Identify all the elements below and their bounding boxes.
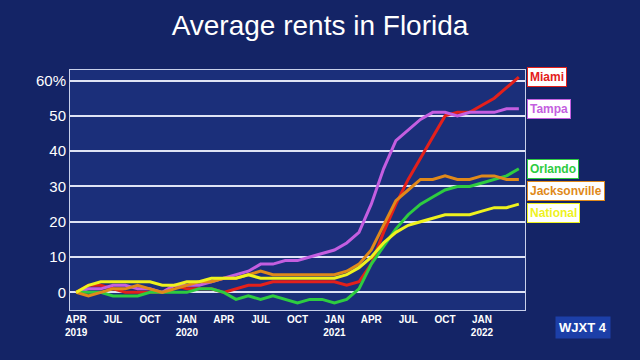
svg-text:10: 10: [49, 248, 66, 265]
svg-text:JUL: JUL: [251, 314, 270, 325]
svg-text:JUL: JUL: [104, 314, 123, 325]
svg-text:JAN2021: JAN2021: [323, 314, 346, 338]
svg-text:JAN2022: JAN2022: [471, 314, 494, 338]
svg-text:APR2019: APR2019: [65, 314, 88, 338]
svg-text:Tampa: Tampa: [530, 102, 568, 116]
svg-text:30: 30: [49, 178, 66, 195]
svg-text:WJXT 4: WJXT 4: [559, 320, 607, 335]
svg-text:Miami: Miami: [530, 70, 564, 84]
svg-text:National: National: [530, 206, 577, 220]
svg-text:Orlando: Orlando: [530, 162, 576, 176]
svg-text:APR: APR: [361, 314, 383, 325]
svg-text:0: 0: [58, 284, 66, 301]
svg-text:OCT: OCT: [287, 314, 308, 325]
svg-text:OCT: OCT: [139, 314, 160, 325]
svg-text:APR: APR: [213, 314, 235, 325]
svg-text:20: 20: [49, 213, 66, 230]
svg-text:Average rents in Florida: Average rents in Florida: [172, 10, 469, 41]
svg-text:JAN2020: JAN2020: [176, 314, 199, 338]
svg-text:60%: 60%: [36, 72, 66, 89]
svg-text:50: 50: [49, 107, 66, 124]
svg-text:JUL: JUL: [399, 314, 418, 325]
svg-text:Jacksonville: Jacksonville: [530, 184, 602, 198]
svg-text:OCT: OCT: [435, 314, 456, 325]
svg-text:40: 40: [49, 142, 66, 159]
